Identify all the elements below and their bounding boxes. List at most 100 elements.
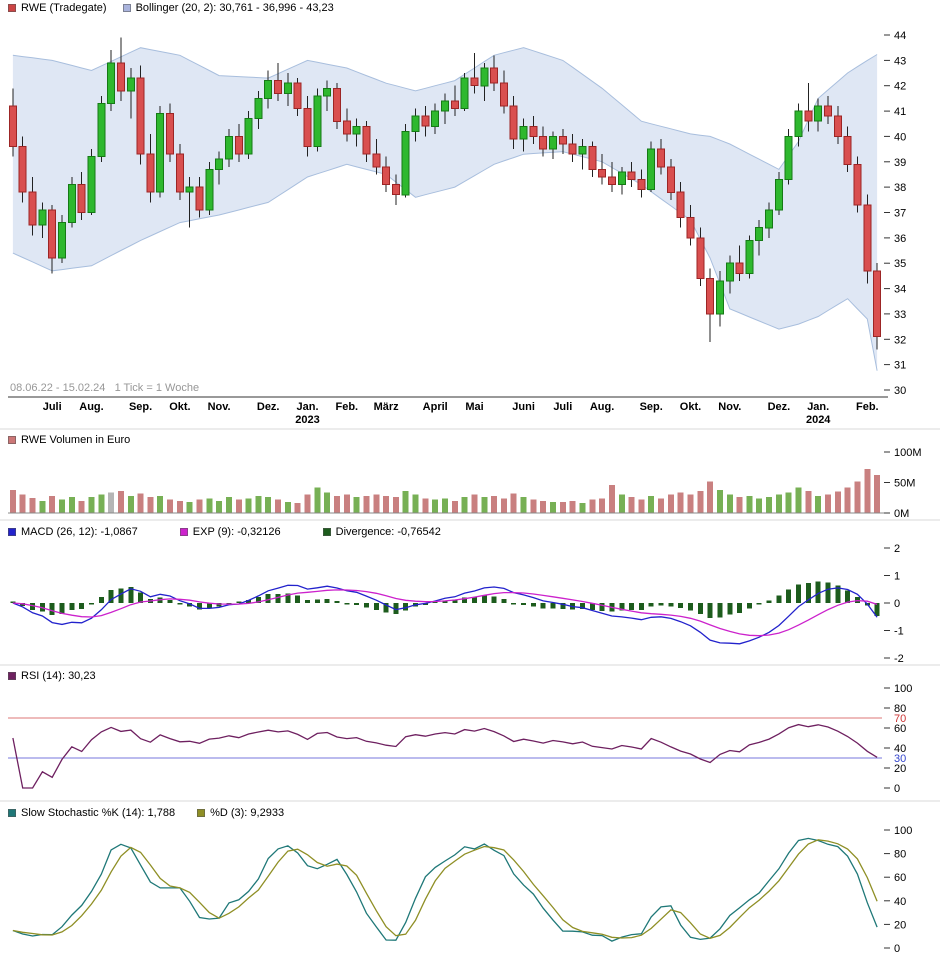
svg-text:Nov.: Nov. [718,401,741,413]
svg-text:Aug.: Aug. [590,401,614,413]
macd-histogram [10,581,880,619]
bollinger-band [12,47,878,371]
svg-text:Okt.: Okt. [169,401,190,413]
svg-text:60: 60 [894,723,906,735]
divergence-label: Divergence: -0,76542 [335,526,441,538]
svg-text:Mai: Mai [465,401,483,413]
svg-text:50M: 50M [894,478,915,490]
svg-text:2: 2 [894,543,900,555]
volume-bars: 100M 50M 0M [8,447,922,520]
bollinger-legend: Bollinger (20, 2): 30,761 - 36,996 - 43,… [122,2,334,14]
svg-text:Aug.: Aug. [79,401,103,413]
stochastic-legend: Slow Stochastic %K (14): 1,788 %D (3): 9… [8,807,284,819]
svg-text:Feb.: Feb. [856,401,879,413]
exp-series-legend: EXP (9): -0,32126 [179,526,281,538]
macd-legend: MACD (26, 12): -1,0867 EXP (9): -0,32126… [8,526,441,538]
svg-text:43: 43 [894,55,906,67]
svg-text:80: 80 [894,703,906,715]
period-footnote: 08.06.22 - 15.02.24 1 Tick = 1 Woche [10,382,200,394]
svg-text:Nov.: Nov. [208,401,231,413]
svg-text:20: 20 [894,919,906,931]
svg-text:31: 31 [894,360,906,372]
stoch-d-series-legend: %D (3): 9,2933 [197,807,284,819]
rwe-series-label: RWE (Tradegate) [21,2,107,14]
rwe-series-swatch-icon [8,4,16,12]
svg-text:38: 38 [894,182,906,194]
macd-axis: 2 1 0 -1 -2 [884,543,904,665]
macd-swatch-icon [8,528,16,536]
stoch-d-swatch-icon [197,809,206,817]
divergence-swatch-icon [322,528,331,536]
svg-text:0: 0 [894,598,900,610]
macd-lines [12,584,878,645]
svg-text:Jan.: Jan. [807,401,829,413]
svg-text:33: 33 [894,309,906,321]
svg-text:20: 20 [894,763,906,775]
svg-text:30: 30 [894,753,906,765]
volume-legend: RWE Volumen in Euro [8,434,130,446]
divergence-series-legend: Divergence: -0,76542 [322,526,441,538]
svg-text:-1: -1 [894,626,904,638]
svg-text:0M: 0M [894,508,909,520]
price-axis: 44 43 42 41 40 39 38 37 36 35 34 33 32 31 30 [8,30,906,398]
svg-text:März: März [374,401,400,413]
svg-text:Feb.: Feb. [335,401,358,413]
svg-text:80: 80 [894,849,906,861]
svg-text:32: 32 [894,334,906,346]
svg-text:-2: -2 [894,653,904,665]
svg-text:44: 44 [894,30,906,42]
svg-text:60: 60 [894,872,906,884]
svg-text:0: 0 [894,783,900,795]
svg-text:70: 70 [894,713,906,725]
svg-text:39: 39 [894,157,906,169]
stoch-d-label: %D (3): 9,2933 [210,807,285,819]
price-legend: RWE (Tradegate) Bollinger (20, 2): 30,76… [8,2,334,14]
svg-text:42: 42 [894,81,906,93]
svg-text:40: 40 [894,896,906,908]
svg-text:40: 40 [894,743,906,755]
bollinger-label: Bollinger (20, 2): 30,761 - 36,996 - 43,… [135,2,334,14]
svg-text:40: 40 [894,131,906,143]
svg-text:Juli: Juli [43,401,62,413]
svg-text:100: 100 [894,825,912,837]
svg-text:Dez.: Dez. [257,401,280,413]
svg-text:0: 0 [894,943,900,955]
svg-text:Juli: Juli [553,401,572,413]
svg-text:1: 1 [894,571,900,583]
macd-label: MACD (26, 12): -1,0867 [21,526,138,538]
macd-series-legend: MACD (26, 12): -1,0867 [8,526,138,538]
svg-text:Okt.: Okt. [680,401,701,413]
rsi-series-legend: RSI (14): 30,23 [8,670,96,682]
stochastic-panel: 100 80 60 40 20 0 [12,825,912,955]
svg-text:30: 30 [894,385,906,397]
svg-text:Juni: Juni [512,401,535,413]
svg-text:100: 100 [894,683,912,695]
rsi-label: RSI (14): 30,23 [21,670,96,682]
rsi-swatch-icon [8,672,16,680]
svg-text:Sep.: Sep. [129,401,152,413]
svg-text:35: 35 [894,258,906,270]
volume-swatch-icon [8,436,16,444]
rwe-series-legend: RWE (Tradegate) [8,2,107,14]
exp-swatch-icon [179,528,188,536]
svg-text:2024: 2024 [806,414,831,426]
rsi-panel: 100 80 60 40 20 0 70 30 [8,683,912,795]
stoch-k-label: Slow Stochastic %K (14): 1,788 [21,807,176,819]
svg-text:Jan.: Jan. [296,401,318,413]
svg-text:41: 41 [894,106,906,118]
svg-text:2023: 2023 [295,414,319,426]
volume-series-legend: RWE Volumen in Euro [8,434,130,446]
svg-text:Sep.: Sep. [640,401,663,413]
stoch-k-series-legend: Slow Stochastic %K (14): 1,788 [8,807,175,819]
svg-text:34: 34 [894,284,906,296]
stoch-k-swatch-icon [8,809,16,817]
svg-text:36: 36 [894,233,906,245]
svg-text:Dez.: Dez. [768,401,791,413]
svg-text:April: April [423,401,448,413]
bollinger-swatch-icon [122,4,131,12]
candles [8,37,882,350]
panel-separators [0,428,940,802]
svg-text:37: 37 [894,208,906,220]
